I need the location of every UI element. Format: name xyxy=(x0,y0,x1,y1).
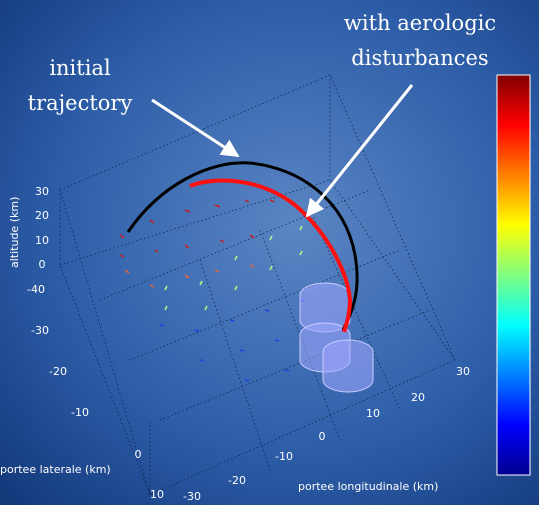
tick-label: 20 xyxy=(411,391,425,404)
annotation: with aerologic xyxy=(344,11,496,35)
tick-label: 30 xyxy=(35,185,49,198)
annotation: trajectory xyxy=(28,91,133,115)
tick-label: 0 xyxy=(135,448,142,461)
tick-label: -10 xyxy=(275,450,293,463)
tick-label: 10 xyxy=(150,488,164,501)
disturbed-trajectory xyxy=(189,178,353,333)
tick-label: 0 xyxy=(39,258,46,271)
tick-label: 10 xyxy=(366,407,380,420)
tick-label: -20 xyxy=(49,365,67,378)
arrow xyxy=(151,98,240,158)
axis-label: portee longitudinale (km) xyxy=(298,480,438,493)
tick-label: -40 xyxy=(27,283,45,296)
annotation: initial xyxy=(49,56,111,80)
axis-label: portee laterale (km) xyxy=(0,463,111,476)
cylinders xyxy=(299,282,374,393)
tick-label: -10 xyxy=(71,406,89,419)
colorbar xyxy=(496,74,531,476)
arrow xyxy=(305,84,414,218)
axis-label: altitude (km) xyxy=(8,197,21,268)
tick-label: -30 xyxy=(31,324,49,337)
tick-label: 10 xyxy=(35,234,49,247)
tick-label: 30 xyxy=(456,365,470,378)
tick-label: -20 xyxy=(228,474,246,487)
initial-trajectory xyxy=(126,161,359,331)
tick-label: 20 xyxy=(35,209,49,222)
wind-arrows xyxy=(119,199,305,382)
tick-label: 0 xyxy=(319,430,326,443)
annotation: disturbances xyxy=(351,46,488,70)
tick-label: -30 xyxy=(183,490,201,503)
